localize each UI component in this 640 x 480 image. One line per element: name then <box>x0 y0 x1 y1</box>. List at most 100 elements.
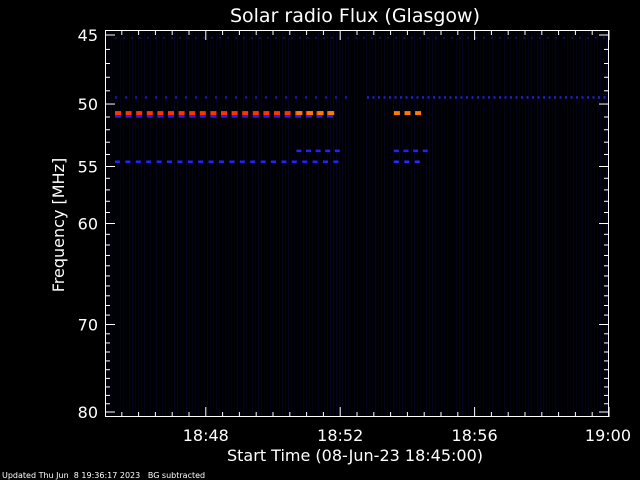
emission-dash <box>177 160 183 163</box>
background-streak <box>198 32 200 415</box>
y-tick-label: 50 <box>78 95 98 114</box>
background-streak <box>435 32 437 415</box>
emission-dash <box>411 96 413 99</box>
emission-dash <box>275 96 277 99</box>
background-streak <box>417 32 419 415</box>
emission-features <box>115 36 606 163</box>
y-tick-label: 55 <box>78 157 98 176</box>
background-streak <box>303 32 305 415</box>
chart-title: Solar radio Flux (Glasgow) <box>230 5 480 27</box>
background-streak <box>540 32 542 415</box>
background-streak <box>189 32 191 415</box>
background-streak <box>453 32 455 415</box>
emission-dash <box>394 96 397 99</box>
y-axis: 45 50 55 60 70 80 <box>78 26 609 422</box>
background-streak <box>594 32 596 415</box>
emission-dash <box>155 96 157 99</box>
emission-dash <box>259 36 261 39</box>
background-streak <box>138 32 140 415</box>
background-streak <box>504 32 506 415</box>
emission-dash <box>157 111 164 116</box>
background-streak <box>327 32 329 415</box>
emission-dash <box>145 96 147 99</box>
background-streak <box>330 32 332 415</box>
background-streak <box>351 32 353 415</box>
emission-dash <box>435 36 437 39</box>
emission-dash <box>499 96 501 99</box>
background-streak <box>366 32 368 415</box>
emission-dash <box>367 96 369 99</box>
background-streak <box>561 32 563 415</box>
x-tick-label: 18:52 <box>317 426 363 445</box>
background-streak <box>294 32 296 415</box>
background-streak <box>135 32 137 415</box>
background-streak <box>534 32 536 415</box>
emission-dash <box>422 149 428 153</box>
background-streak <box>468 32 470 415</box>
emission-dash <box>242 111 249 116</box>
background-streak <box>240 32 242 415</box>
emission-dash <box>482 96 485 99</box>
background-streak <box>573 32 575 415</box>
background-streak <box>405 32 407 415</box>
emission-dash <box>147 36 149 39</box>
emission-dash <box>603 36 605 39</box>
emission-dash <box>227 36 229 39</box>
background-streak <box>402 32 404 415</box>
emission-dash <box>302 160 308 163</box>
x-tick-label: 19:00 <box>585 426 631 445</box>
emission-dash <box>477 96 479 99</box>
plot-background <box>105 30 609 417</box>
emission-dash <box>205 96 207 99</box>
emission-dash <box>189 111 196 116</box>
emission-dash <box>198 160 204 163</box>
emission-dash <box>295 115 302 118</box>
x-tick-label: 18:48 <box>183 426 229 445</box>
background-streak <box>492 32 494 415</box>
emission-dash <box>263 115 270 118</box>
emission-dash <box>383 96 386 99</box>
background-streak <box>354 32 356 415</box>
emission-dash <box>547 36 549 39</box>
emission-dash <box>347 36 349 39</box>
background-streak <box>525 32 527 415</box>
background-streak <box>519 32 521 415</box>
y-axis-label: Frequency [MHz] <box>49 158 68 292</box>
background-streak <box>126 32 128 415</box>
emission-dash <box>444 96 446 99</box>
background-streak <box>552 32 554 415</box>
background-streak <box>282 32 284 415</box>
background-streak <box>360 32 362 415</box>
emission-dash <box>221 111 227 116</box>
emission-dash <box>422 96 424 99</box>
emission-dash <box>175 96 177 99</box>
emission-dash <box>334 149 340 153</box>
background-streak <box>432 32 434 415</box>
background-streak <box>375 32 377 415</box>
plot-area <box>105 30 609 417</box>
background-streak <box>162 32 164 415</box>
emission-dash <box>515 96 518 99</box>
emission-dash <box>355 36 357 39</box>
emission-dash <box>243 36 245 39</box>
background-streak <box>249 32 251 415</box>
background-streak <box>462 32 464 415</box>
emission-dash <box>135 160 141 163</box>
emission-dash <box>211 36 213 39</box>
background-streak <box>537 32 539 415</box>
emission-dash <box>379 36 381 39</box>
background-streak <box>591 32 593 415</box>
emission-dash <box>393 149 399 153</box>
y-tick-label: 45 <box>78 26 98 45</box>
emission-dash <box>449 96 452 99</box>
emission-dash <box>555 36 557 39</box>
background-streak <box>414 32 416 415</box>
emission-dash <box>531 36 533 39</box>
background-streak <box>501 32 503 415</box>
background-streak <box>180 32 182 415</box>
background-streak <box>336 32 338 415</box>
background-streak <box>495 32 497 415</box>
emission-dash <box>515 36 517 39</box>
background-streak <box>378 32 380 415</box>
background-streak <box>579 32 581 415</box>
